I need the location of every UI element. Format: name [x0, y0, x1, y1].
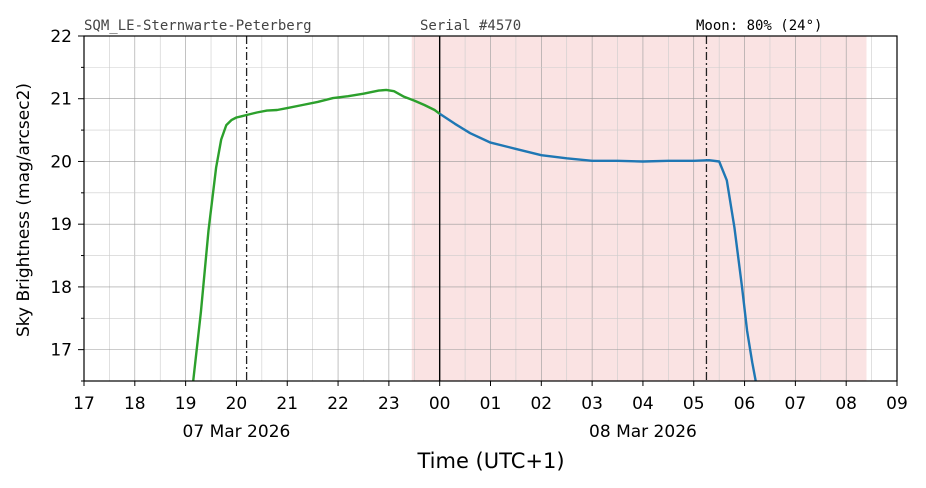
- date-label: 08 Mar 2026: [589, 422, 697, 442]
- date-label: 07 Mar 2026: [183, 422, 291, 442]
- x-tick-label: 05: [683, 394, 705, 414]
- x-tick-label: 18: [124, 394, 146, 414]
- x-tick-label: 20: [226, 394, 248, 414]
- x-tick-label: 21: [276, 394, 298, 414]
- x-tick-label: 23: [378, 394, 400, 414]
- y-tick-label: 21: [50, 90, 72, 110]
- x-tick-label: 19: [175, 394, 197, 414]
- x-tick-label: 02: [530, 394, 552, 414]
- serial-label: Serial #4570: [420, 18, 521, 34]
- x-axis-label: Time (UTC+1): [416, 449, 564, 473]
- x-tick-label: 08: [835, 394, 857, 414]
- x-tick-label: 06: [734, 394, 756, 414]
- y-tick-label: 22: [50, 27, 72, 47]
- y-tick-label: 20: [50, 152, 72, 172]
- reference-lines: [245, 36, 708, 381]
- y-tick-label: 18: [50, 278, 72, 298]
- x-tick-label: 01: [480, 394, 502, 414]
- y-tick-label: 17: [50, 341, 72, 361]
- data-series: [192, 88, 757, 381]
- x-tick-label: 04: [632, 394, 654, 414]
- y-tick-label: 19: [50, 215, 72, 235]
- x-tick-label: 00: [429, 394, 451, 414]
- moon-label: Moon: 80% (24°): [696, 18, 822, 34]
- x-tick-label: 22: [327, 394, 349, 414]
- x-tick-label: 07: [785, 394, 807, 414]
- y-axis-label: Sky Brightness (mag/arcsec2): [14, 83, 34, 337]
- plot-background: [411, 36, 867, 381]
- night-shaded-region: [411, 36, 867, 381]
- axis-ticks: 17 18 19 20 21 22 23 00 01 02 03 04 05 06 07 08 09 07 Mar…: [50, 27, 907, 442]
- series-line-0: [192, 88, 441, 381]
- x-tick-label: 09: [886, 394, 908, 414]
- station-label: SQM_LE-Sternwarte-Peterberg: [84, 18, 312, 34]
- x-tick-label: 17: [73, 394, 95, 414]
- x-tick-label: 03: [581, 394, 603, 414]
- series-line-1: [439, 112, 757, 381]
